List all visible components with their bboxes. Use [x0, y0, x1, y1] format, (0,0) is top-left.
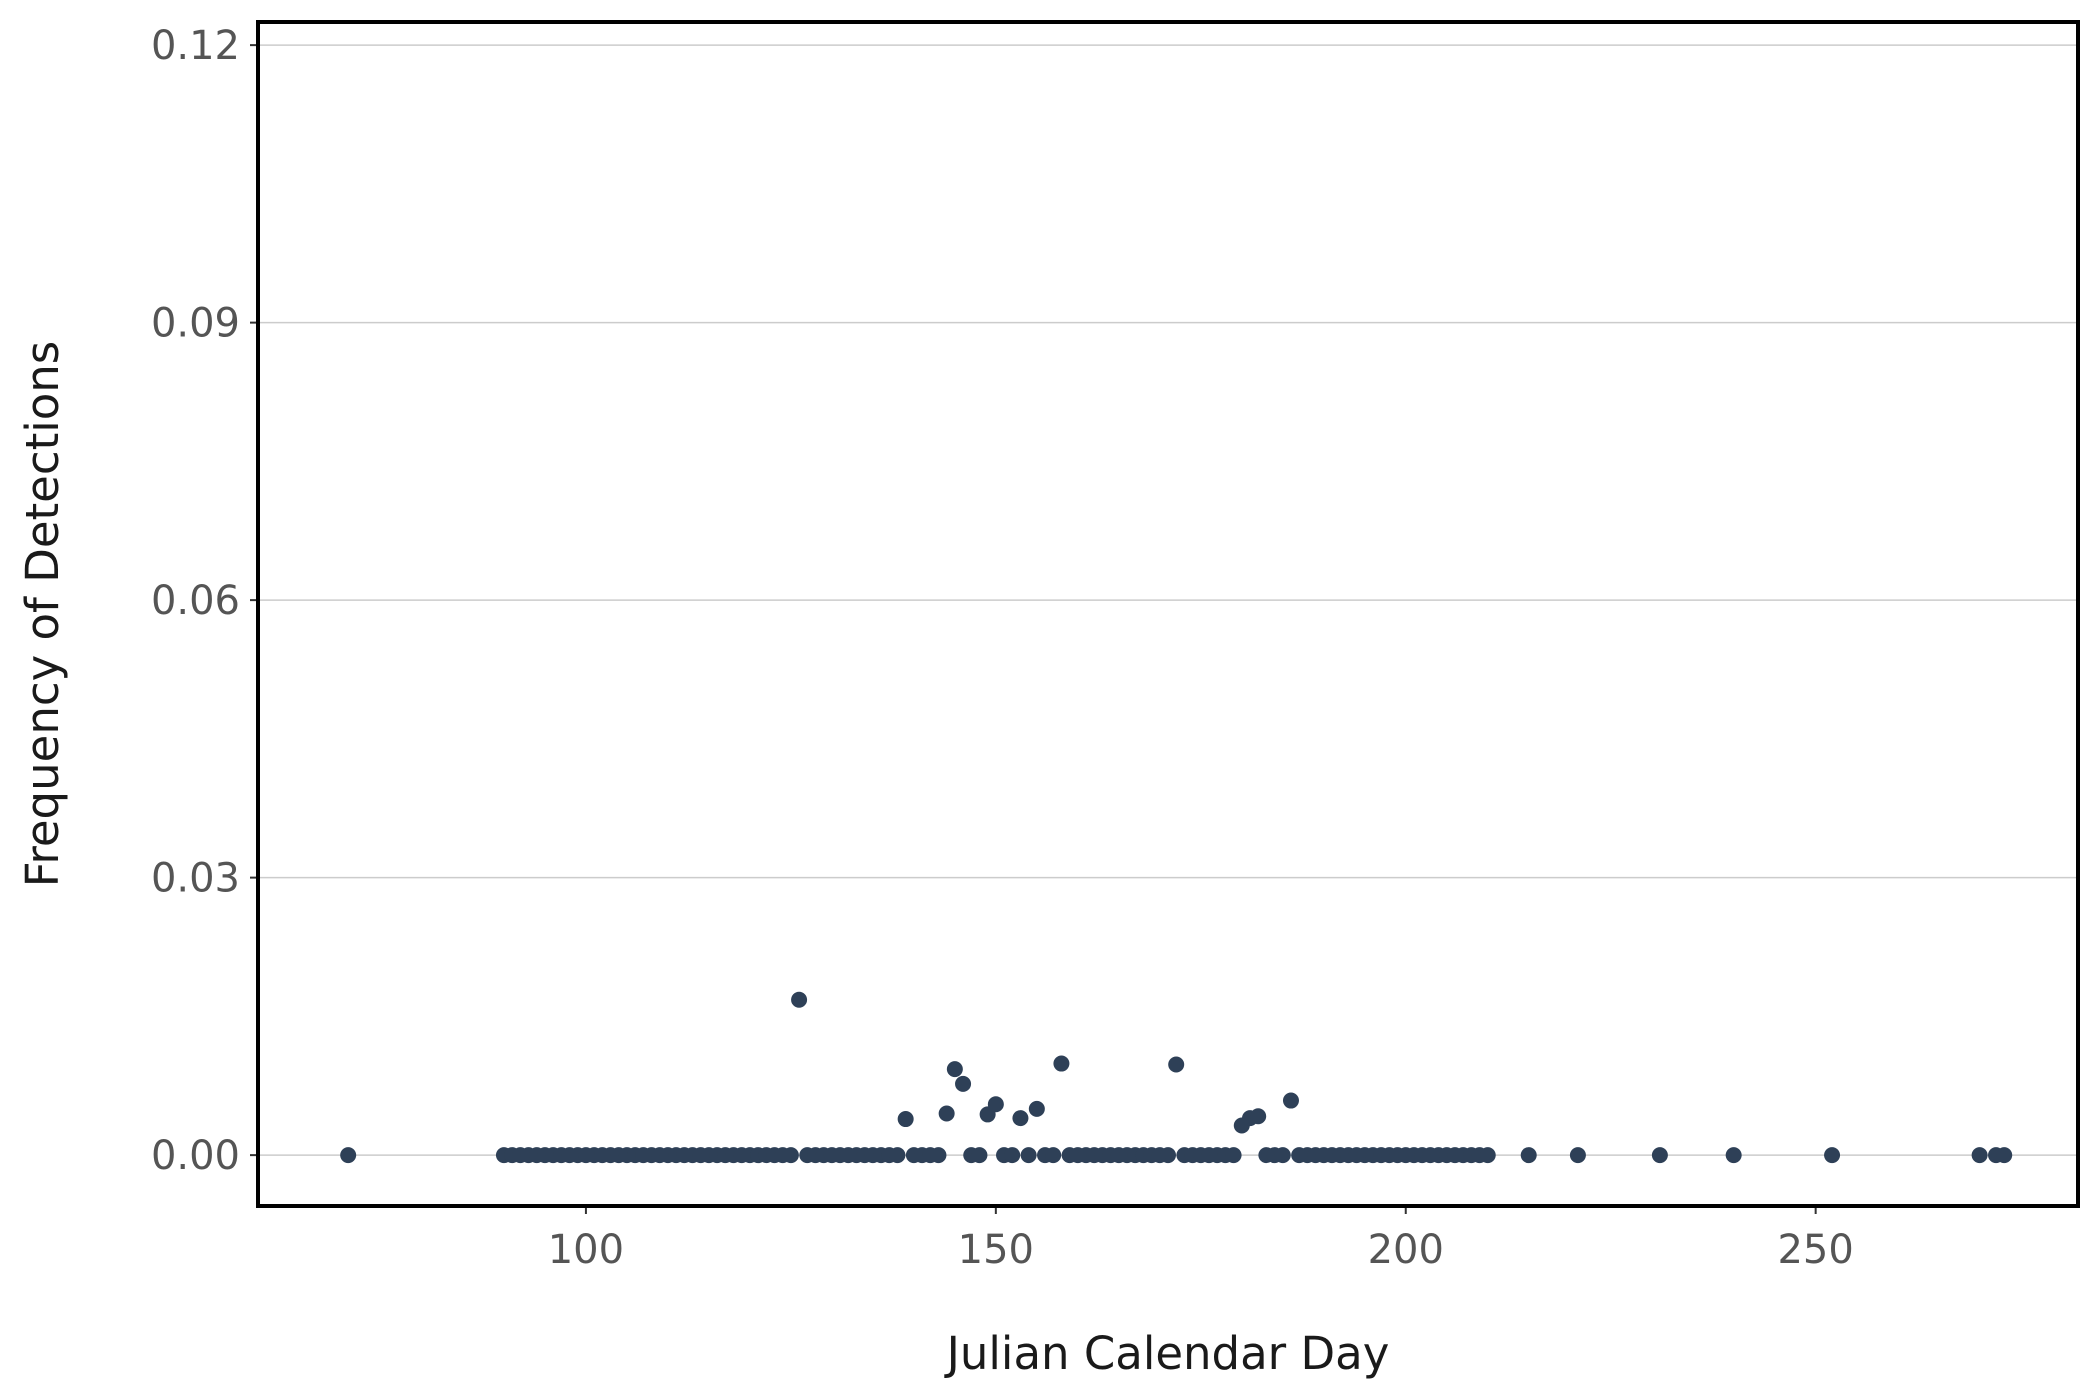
data-point: [938, 1105, 955, 1122]
data-point: [955, 1075, 972, 1092]
data-point: [1971, 1147, 1988, 1164]
x-tick-label: 200: [1368, 1227, 1444, 1273]
plot-frame: [256, 20, 2080, 1208]
data-point: [1028, 1100, 1045, 1117]
y-tick-label: 0.06: [151, 578, 240, 624]
x-axis-ticks: 100 150 200 250: [548, 1206, 1854, 1273]
x-tick-label: 250: [1777, 1227, 1853, 1273]
data-point: [1479, 1147, 1496, 1164]
data-point: [930, 1147, 947, 1164]
data-point: [1824, 1147, 1841, 1164]
y-tick-label: 0.09: [151, 301, 240, 347]
data-point: [1282, 1092, 1299, 1109]
gridlines: [258, 44, 2078, 1156]
data-point: [987, 1096, 1004, 1113]
y-tick-label: 0.12: [151, 23, 240, 69]
data-point: [971, 1147, 988, 1164]
data-points: [340, 991, 2013, 1164]
y-tick-label: 0.03: [151, 856, 240, 902]
data-point: [1651, 1147, 1668, 1164]
data-point: [1569, 1147, 1586, 1164]
data-point: [1012, 1110, 1029, 1127]
data-point: [1168, 1056, 1185, 1073]
data-point: [340, 1147, 357, 1164]
data-point: [1004, 1147, 1021, 1164]
data-point: [1725, 1147, 1742, 1164]
x-axis-title: Julian Calendar Day: [944, 1327, 1390, 1380]
y-axis-title: Frequency of Detections: [16, 341, 69, 888]
x-tick-label: 100: [548, 1227, 624, 1273]
y-axis-ticks: 0.00 0.03 0.06 0.09 0.12: [151, 23, 258, 1179]
data-point: [1225, 1147, 1242, 1164]
data-point: [946, 1061, 963, 1078]
data-point: [782, 1147, 799, 1164]
x-tick-label: 150: [958, 1227, 1034, 1273]
data-point: [1996, 1147, 2013, 1164]
data-point: [889, 1147, 906, 1164]
data-point: [791, 991, 808, 1008]
data-point: [1250, 1108, 1267, 1125]
data-point: [1045, 1147, 1062, 1164]
data-point: [1160, 1147, 1176, 1164]
data-point: [1053, 1055, 1070, 1072]
data-point: [897, 1111, 914, 1128]
data-point: [1020, 1147, 1037, 1164]
data-point: [1520, 1147, 1537, 1164]
y-tick-label: 0.00: [151, 1133, 240, 1179]
data-point: [1274, 1147, 1291, 1164]
